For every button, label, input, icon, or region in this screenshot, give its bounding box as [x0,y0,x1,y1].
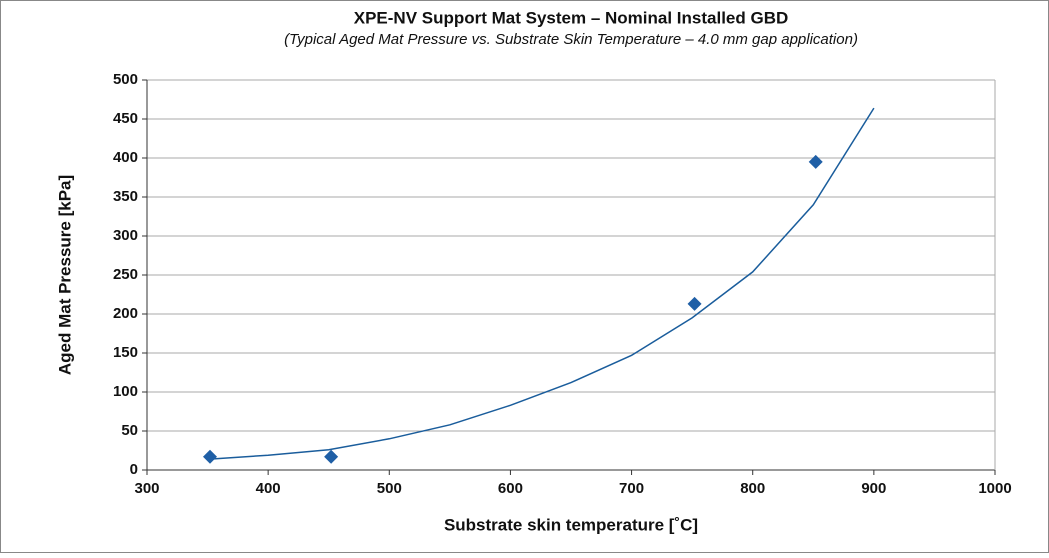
data-point [202,449,217,464]
y-axis-label: Aged Mat Pressure [kPa] [55,175,74,375]
y-tick-label: 0 [130,461,138,478]
x-tick-label: 800 [740,480,765,497]
trendline [209,107,875,460]
y-tick-label: 500 [113,71,138,88]
x-tick-label: 1000 [978,480,1011,497]
y-tick-label: 100 [113,383,138,400]
y-tick-label: 200 [113,305,138,322]
chart-subtitle: (Typical Aged Mat Pressure vs. Substrate… [284,31,858,48]
y-tick-label: 50 [121,422,138,439]
y-tick-label: 400 [113,149,138,166]
data-point [687,296,702,311]
y-tick-label: 450 [113,110,138,127]
x-tick-label: 400 [256,480,281,497]
x-tick-label: 300 [134,480,159,497]
x-tick-label: 900 [861,480,886,497]
y-tick-label: 150 [113,344,138,361]
data-point [324,449,339,464]
y-tick-label: 250 [113,266,138,283]
x-tick-label: 500 [377,480,402,497]
x-axis-label: Substrate skin temperature [˚C] [444,515,698,534]
x-tick-label: 600 [498,480,523,497]
x-tick-label: 700 [619,480,644,497]
chart-title: XPE-NV Support Mat System – Nominal Inst… [354,8,789,27]
y-tick-label: 350 [113,188,138,205]
data-point [808,154,823,169]
y-tick-label: 300 [113,227,138,244]
